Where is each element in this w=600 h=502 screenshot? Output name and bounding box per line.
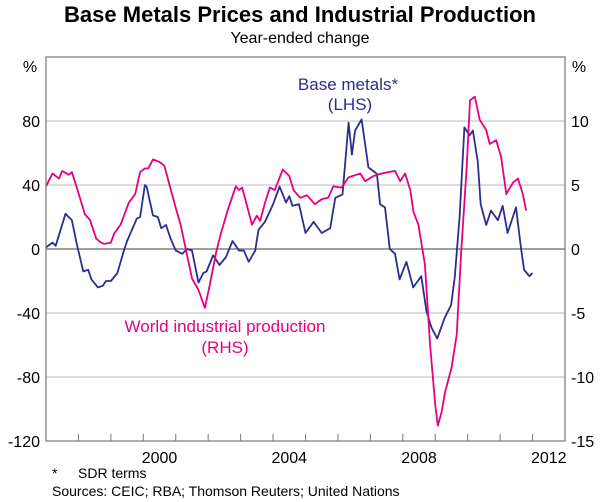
- left-tick-label: -120: [8, 434, 40, 451]
- x-tick-label: 2000: [142, 450, 178, 467]
- left-tick-label: -40: [17, 306, 40, 323]
- left-tick-label: 80: [22, 114, 40, 131]
- right-tick-label: -15: [571, 434, 594, 451]
- base-metals-axis-label: (LHS): [328, 95, 372, 114]
- right-tick-label: -10: [571, 370, 594, 387]
- left-axis-unit: %: [23, 59, 37, 76]
- footnote-sdr: SDR terms: [78, 465, 146, 481]
- right-axis-unit: %: [572, 59, 586, 76]
- industrial-production-label: World industrial production: [125, 317, 326, 336]
- plot-frame: [45, 56, 566, 442]
- right-tick-label: -5: [571, 306, 585, 323]
- left-tick-label: 0: [31, 242, 40, 259]
- footnote-marker: *: [52, 465, 58, 481]
- right-tick-label: 10: [571, 114, 589, 131]
- right-tick-label: 5: [571, 178, 580, 195]
- left-tick-label: -80: [17, 370, 40, 387]
- x-tick-label: 2004: [271, 450, 307, 467]
- x-tick-label: 2008: [401, 450, 437, 467]
- industrial-production-axis-label: (RHS): [201, 338, 248, 357]
- x-tick-label: 2012: [531, 450, 567, 467]
- sources-note: Sources: CEIC; RBA; Thomson Reuters; Uni…: [52, 483, 400, 499]
- industrial-production-line: [45, 95, 527, 427]
- left-tick-label: 40: [22, 178, 40, 195]
- base-metals-line: [45, 118, 534, 340]
- base-metals-label: Base metals*: [298, 75, 399, 94]
- right-tick-label: 0: [571, 242, 580, 259]
- chart-subtitle: Year-ended change: [230, 30, 369, 47]
- chart-title: Base Metals Prices and Industrial Produc…: [64, 2, 536, 27]
